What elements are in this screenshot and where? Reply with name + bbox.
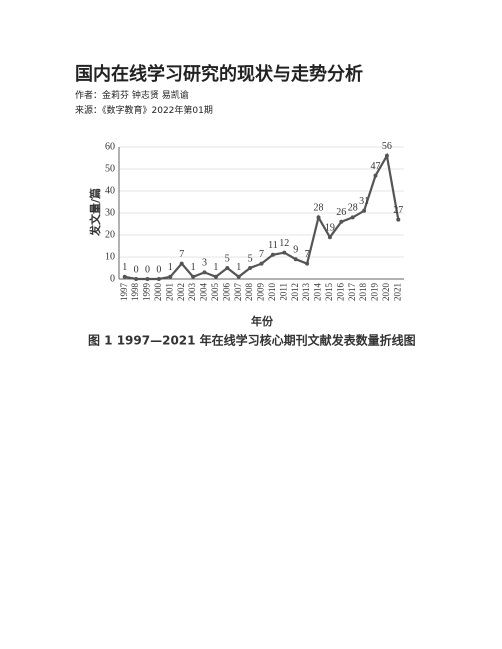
y-tick-label: 30 [105, 207, 115, 218]
x-tick-label: 2016 [335, 283, 345, 302]
y-tick-label: 50 [105, 163, 115, 174]
data-point [202, 270, 207, 275]
x-tick-label: 2008 [244, 283, 254, 302]
x-tick-label: 2006 [221, 283, 231, 302]
x-tick-label: 2012 [290, 283, 300, 301]
data-label: 0 [145, 264, 150, 275]
data-point [293, 257, 298, 262]
data-label: 26 [336, 207, 346, 218]
data-point [362, 208, 367, 213]
data-point [145, 277, 150, 281]
data-label: 12 [279, 238, 289, 249]
data-label: 31 [359, 196, 369, 207]
data-label: 11 [268, 240, 278, 251]
data-label: 19 [325, 222, 335, 233]
x-tick-label: 2000 [153, 283, 163, 302]
x-tick-label: 2010 [267, 283, 277, 302]
data-label: 5 [248, 253, 253, 264]
data-point [236, 274, 241, 279]
x-tick-label: 2018 [358, 283, 368, 302]
data-point [316, 215, 321, 220]
x-tick-label: 2011 [278, 283, 288, 301]
data-point [156, 277, 161, 281]
x-tick-label: 2014 [313, 283, 323, 302]
data-point [248, 266, 253, 270]
x-tick-label: 2017 [347, 283, 357, 302]
x-tick-label: 2005 [210, 283, 220, 302]
y-tick-label: 60 [105, 141, 115, 152]
data-point [327, 235, 332, 240]
x-tick-label: 2019 [370, 283, 380, 302]
data-label: 1 [122, 262, 127, 273]
data-label: 28 [348, 203, 358, 214]
caption: 图 1 1997—2021 年在线学习核心期刊文献发表数量折线图 [88, 333, 416, 348]
data-point [373, 173, 378, 178]
data-label: 1 [213, 262, 218, 273]
x-tick-label: 2001 [164, 283, 174, 301]
x-tick-label: 2021 [392, 283, 402, 301]
data-point [282, 250, 287, 255]
data-label: 7 [259, 249, 264, 260]
data-label: 0 [156, 264, 161, 275]
data-point [225, 266, 230, 270]
data-line [124, 152, 400, 281]
data-point [191, 274, 196, 279]
data-point [179, 261, 184, 266]
y-axis-label: 发文量/篇 [88, 188, 102, 237]
data-point [270, 252, 275, 257]
data-point [134, 277, 139, 281]
y-tick-label: 10 [105, 251, 115, 262]
x-axis-label: 年份 [251, 314, 274, 328]
data-label: 28 [314, 203, 324, 214]
data-label: 5 [225, 253, 230, 264]
data-point [259, 261, 264, 266]
x-tick-label: 2007 [233, 283, 243, 302]
x-tick-label: 2003 [187, 283, 197, 302]
data-label: 9 [293, 244, 298, 255]
doc-title: 国内在线学习研究的现状与走势分析 [75, 64, 363, 85]
data-label: 0 [134, 264, 139, 275]
data-point [339, 219, 344, 224]
data-point [213, 274, 218, 279]
data-label: 1 [191, 262, 196, 273]
data-label: 1 [236, 262, 241, 273]
x-tick-label: 1998 [130, 283, 140, 302]
data-point [305, 261, 310, 266]
source: 来源：《数字教育》2022年第01期 [75, 106, 213, 116]
data-label: 3 [202, 258, 207, 269]
x-tick-label: 2002 [176, 283, 186, 301]
data-point [122, 274, 127, 279]
data-label: 47 [371, 161, 381, 172]
data-point [168, 274, 173, 279]
data-label: 7 [179, 249, 184, 260]
data-point [384, 153, 389, 158]
x-tick-label: 2004 [199, 283, 209, 302]
x-tick-label: 2009 [256, 283, 266, 302]
data-label: 1 [168, 262, 173, 273]
data-label: 56 [382, 141, 392, 152]
y-tick-label: 40 [105, 185, 115, 196]
x-tick-label: 2015 [324, 283, 334, 302]
data-point [396, 217, 401, 222]
chart: 发文量/篇 年份 图 1 1997—2021 年在线学习核心期刊文献发表数量折线… [88, 141, 416, 348]
author: 作者：金莉芬 钟志贤 易凯谕 [75, 91, 189, 101]
x-tick-label: 1999 [142, 283, 152, 302]
x-tick-label: 2020 [381, 283, 391, 302]
data-point [350, 215, 355, 220]
data-label: 27 [393, 205, 403, 216]
y-tick-label: 20 [105, 229, 115, 240]
x-tick-label: 1997 [119, 283, 129, 302]
data-label: 7 [305, 249, 310, 260]
x-tick-label: 2013 [301, 283, 311, 302]
y-tick-label: 0 [110, 273, 115, 284]
